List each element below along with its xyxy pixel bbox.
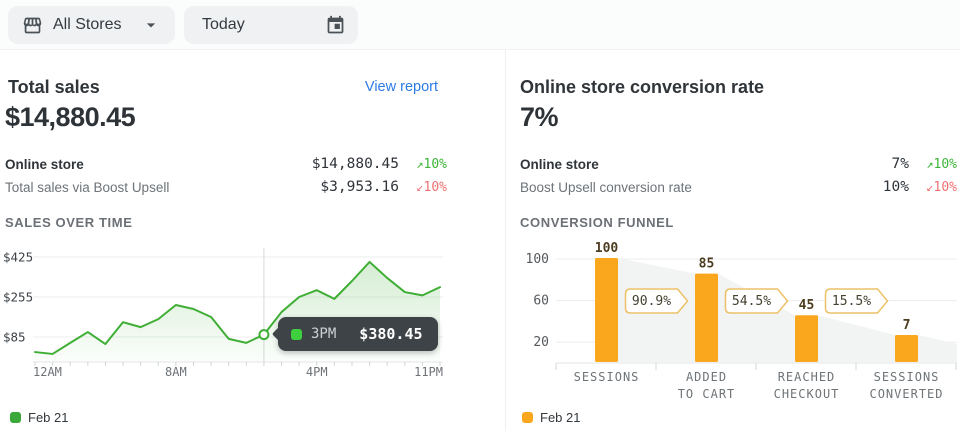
metric-delta-down: ↙10% — [926, 179, 957, 195]
metric-value: $3,953.16 — [320, 179, 399, 195]
svg-text:SESSIONS: SESSIONS — [874, 370, 940, 384]
conversion-rate-value: 7% — [520, 102, 559, 132]
conversion-funnel-heading: CONVERSION FUNNEL — [520, 215, 674, 230]
svg-text:11PM: 11PM — [414, 365, 443, 379]
svg-text:8AM: 8AM — [165, 365, 187, 379]
svg-text:20: 20 — [533, 335, 549, 350]
legend-swatch-orange — [522, 412, 533, 423]
conversion-breakdown: Online store 7% ↗10% Boost Upsell conver… — [520, 154, 957, 197]
legend-label: Feb 21 — [28, 410, 69, 425]
metric-row-boost-upsell-rate: Boost Upsell conversion rate 10% ↙10% — [520, 177, 957, 197]
metric-delta-down: ↙10% — [416, 179, 447, 195]
svg-text:90.9%: 90.9% — [632, 294, 671, 309]
tooltip-time: 3PM — [311, 326, 337, 342]
calendar-icon — [325, 15, 346, 36]
svg-text:15.5%: 15.5% — [832, 294, 871, 309]
svg-text:85: 85 — [699, 257, 715, 272]
conversion-funnel-chart[interactable]: 100 60 20 100 85 45 7 90.9% 54.5% 15.5% SESSIONS AD… — [505, 240, 960, 415]
metric-row-online-store-rate: Online store 7% ↗10% — [520, 154, 957, 174]
svg-text:45: 45 — [799, 298, 815, 313]
svg-text:12AM: 12AM — [33, 365, 62, 379]
store-icon — [22, 15, 43, 36]
metric-value: 10% — [882, 179, 909, 195]
svg-text:4PM: 4PM — [306, 365, 328, 379]
store-selector-label: All Stores — [53, 16, 122, 33]
arrow-down-icon: ↙ — [926, 179, 934, 194]
arrow-up-icon: ↗ — [416, 156, 424, 171]
svg-text:CHECKOUT: CHECKOUT — [774, 387, 840, 401]
chart-tooltip: 3PM $380.45 — [278, 317, 438, 351]
arrow-down-icon: ↙ — [416, 179, 424, 194]
chevron-down-icon — [141, 15, 161, 35]
arrow-up-icon: ↗ — [926, 156, 934, 171]
view-report-link[interactable]: View report — [364, 79, 438, 95]
metric-label: Boost Upsell conversion rate — [520, 179, 692, 195]
total-sales-title: Total sales — [8, 77, 100, 97]
metric-label: Online store — [520, 156, 599, 172]
svg-text:SESSIONS: SESSIONS — [574, 370, 640, 384]
metric-row-online-store-sales: Online store $14,880.45 ↗10% — [5, 154, 447, 174]
svg-text:100: 100 — [526, 252, 549, 267]
svg-text:7: 7 — [903, 318, 911, 333]
total-sales-value: $14,880.45 — [5, 102, 136, 132]
store-selector-button[interactable]: All Stores — [8, 6, 175, 44]
svg-text:60: 60 — [533, 294, 549, 309]
top-bar: All Stores Today — [0, 0, 960, 50]
svg-text:TO CART: TO CART — [678, 387, 736, 401]
sales-chart-legend: Feb 21 — [10, 410, 68, 425]
svg-text:ADDED: ADDED — [686, 370, 727, 384]
svg-text:100: 100 — [595, 241, 619, 256]
funnel-chart-legend: Feb 21 — [522, 410, 580, 425]
metric-label: Total sales via Boost Upsell — [5, 179, 170, 195]
sales-line-chart[interactable]: $425 $255 $85 12AM 8AM 4PM 11PM — [0, 240, 505, 390]
total-sales-breakdown: Online store $14,880.45 ↗10% Total sales… — [5, 154, 447, 197]
svg-text:54.5%: 54.5% — [732, 294, 771, 309]
tooltip-value: $380.45 — [359, 325, 423, 343]
svg-text:REACHED: REACHED — [778, 370, 836, 384]
legend-label: Feb 21 — [540, 410, 581, 425]
metric-label: Online store — [5, 156, 84, 172]
metric-row-boost-upsell-sales: Total sales via Boost Upsell $3,953.16 ↙… — [5, 177, 447, 197]
date-selector-label: Today — [202, 16, 245, 33]
metric-value: $14,880.45 — [311, 156, 399, 172]
panel-divider — [505, 50, 506, 431]
metric-value: 7% — [891, 156, 909, 172]
legend-swatch-green — [10, 412, 21, 423]
metric-delta-up: ↗10% — [926, 156, 957, 172]
conversion-rate-title: Online store conversion rate — [520, 77, 765, 97]
svg-text:$425: $425 — [3, 250, 33, 265]
tooltip-series-swatch — [291, 328, 302, 340]
sales-over-time-heading: SALES OVER TIME — [5, 215, 133, 230]
svg-text:$255: $255 — [3, 290, 33, 305]
metric-delta-up: ↗10% — [416, 156, 447, 172]
date-selector-button[interactable]: Today — [184, 6, 358, 44]
svg-text:$85: $85 — [3, 330, 26, 345]
svg-text:CONVERTED: CONVERTED — [869, 387, 943, 401]
